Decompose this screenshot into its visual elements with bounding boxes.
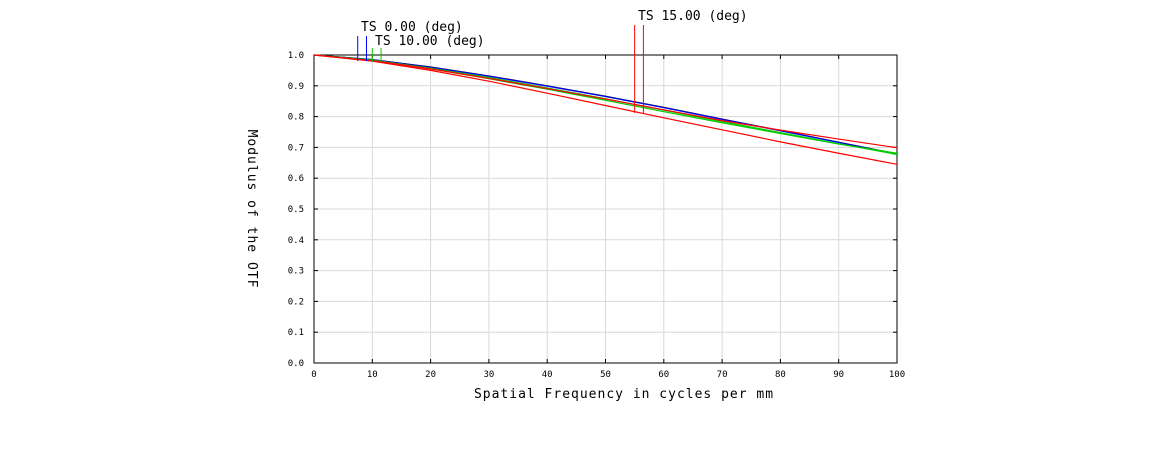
mtf-series-line [313,54,898,155]
x-tick-label: 50 [600,370,611,380]
y-tick-label: 0.8 [288,113,304,123]
x-tick-label: 30 [483,370,494,380]
x-axis-title: Spatial Frequency in cycles per mm [474,387,774,402]
x-tick-label: 60 [658,370,669,380]
y-tick-label: 0.3 [288,267,304,277]
x-tick-label: 10 [367,370,378,380]
field-label: TS 0.00 (deg) [361,20,463,35]
plot-border [313,54,898,364]
y-tick-label: 0.7 [288,143,304,153]
grid-layer [314,55,897,363]
x-tick-label: 70 [717,370,728,380]
y-tick-label: 0.2 [288,297,304,307]
y-tick-label: 0.5 [288,205,304,215]
field-label: TS 15.00 (deg) [638,9,748,24]
field-legend: TS 0.00 (deg)TS 10.00 (deg) TS 15.00 (deg… [357,9,748,113]
y-tick-label: 0.1 [288,328,304,338]
y-tick-label: 0.6 [288,174,304,184]
y-tick-label: 0.9 [288,82,304,92]
tick-labels: 0 10 20 30 40 50 60 70 80 90 100 0.0 0.1 0.2 0.3 0.4 0.5… [288,51,905,380]
x-tick-label: 100 [889,370,905,380]
y-tick-label: 1.0 [288,51,304,61]
y-tick-label: 0.0 [288,359,304,369]
x-tick-label: 40 [542,370,553,380]
x-tick-label: 0 [311,370,316,380]
series-layer [313,54,898,165]
y-tick-label: 0.4 [288,236,304,246]
x-tick-label: 20 [425,370,436,380]
mtf-series-line [313,54,898,165]
field-label: TS 10.00 (deg) [375,34,485,49]
x-tick-label: 90 [833,370,844,380]
y-axis-title: Modulus of the OTF [244,130,259,289]
x-tick-label: 80 [775,370,786,380]
mtf-series-line [313,54,898,149]
